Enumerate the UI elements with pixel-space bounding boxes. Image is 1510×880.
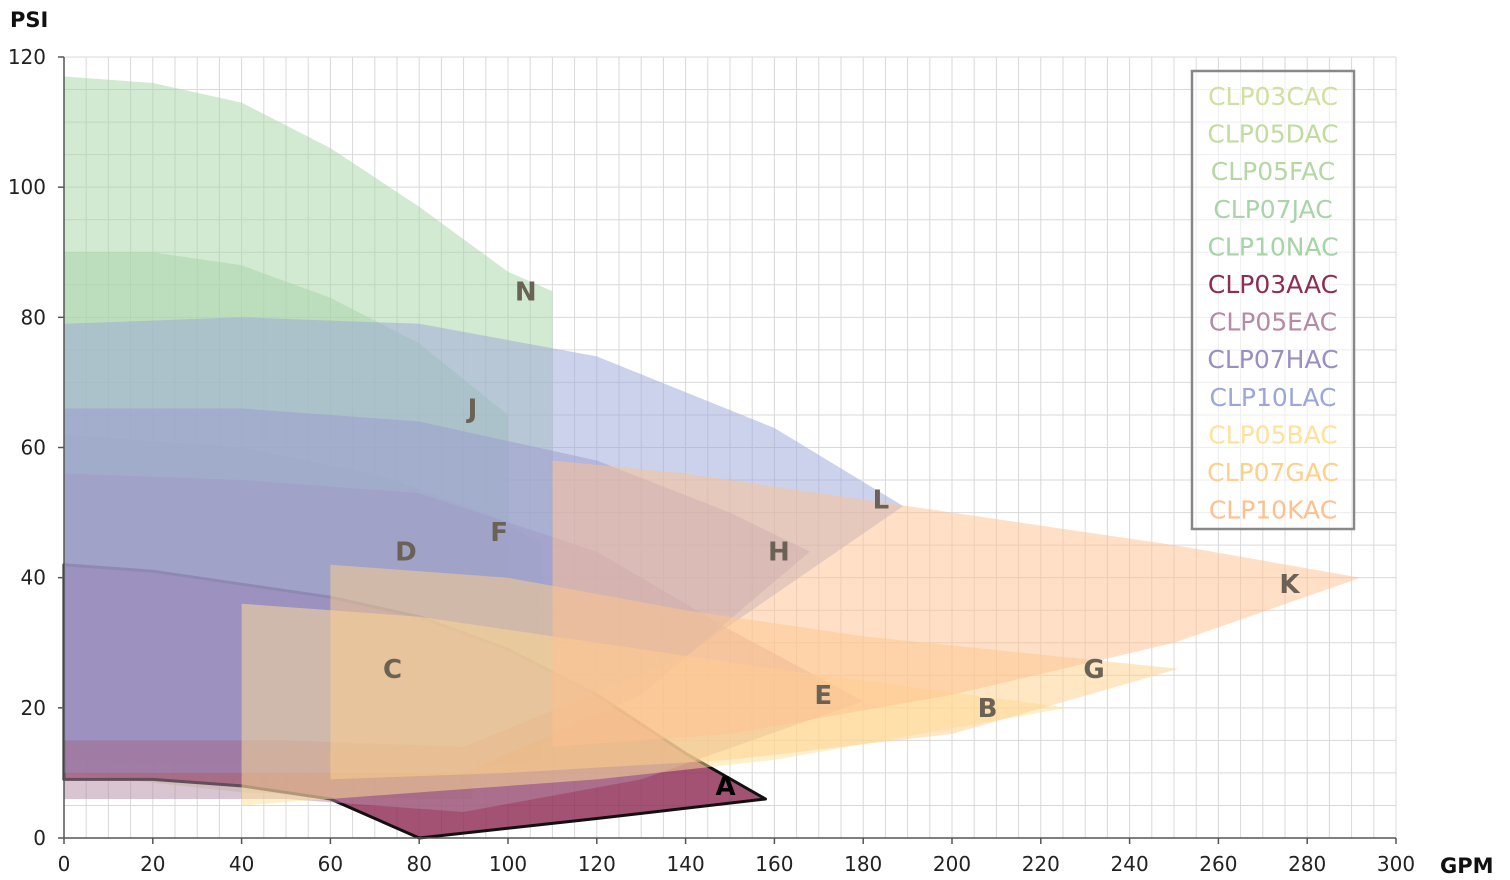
legend-item: CLP10NAC (1207, 232, 1338, 261)
region-label-d: D (395, 538, 417, 568)
region-label-a: A (715, 772, 735, 802)
y-tick-label: 120 (8, 45, 46, 69)
legend-item: CLP07GAC (1207, 458, 1339, 487)
x-tick-label: 40 (229, 852, 254, 876)
region-label-n: N (515, 277, 537, 307)
y-tick-label: 80 (21, 305, 46, 329)
region-label-h: H (768, 538, 790, 568)
legend-item: CLP07JAC (1213, 195, 1332, 224)
region-clp10kac (552, 460, 1361, 747)
legend-item: CLP07HAC (1207, 345, 1338, 374)
region-label-l: L (873, 486, 890, 516)
performance-regions (62, 76, 1361, 840)
x-tick-label: 100 (489, 852, 527, 876)
x-tick-label: 160 (755, 852, 793, 876)
region-labels: C D F J N A E H L B G K (383, 277, 1300, 802)
y-tick-label: 40 (21, 566, 46, 590)
legend-item: CLP03AAC (1208, 270, 1338, 299)
legend-item: CLP05FAC (1211, 157, 1335, 186)
legend: CLP03CAC CLP05DAC CLP05FAC CLP07JAC CLP10NAC… (1190, 69, 1356, 531)
legend-item: CLP05EAC (1209, 308, 1337, 337)
region-label-k: K (1279, 570, 1300, 600)
x-tick-label: 80 (406, 852, 431, 876)
x-tick-label: 260 (1199, 852, 1237, 876)
region-label-g: G (1083, 655, 1104, 685)
x-tick-label: 180 (844, 852, 882, 876)
x-tick-label: 220 (1022, 852, 1060, 876)
legend-item: CLP05DAC (1207, 120, 1338, 149)
x-tick-label: 20 (140, 852, 165, 876)
x-tick-label: 0 (58, 852, 71, 876)
region-label-c: C (383, 655, 402, 685)
legend-item: CLP05BAC (1208, 420, 1338, 449)
x-tick-label: 200 (933, 852, 971, 876)
legend-box (1190, 69, 1356, 531)
legend-item: CLP10KAC (1209, 496, 1337, 525)
x-tick-label: 240 (1111, 852, 1149, 876)
x-tick-label: 60 (318, 852, 343, 876)
region-label-e: E (814, 681, 832, 711)
region-label-b: B (978, 694, 998, 724)
chart-axes: 0 20 40 60 80 100 120 140 160 180 200 220 240 260 280 3… (8, 45, 1415, 876)
x-tick-label: 280 (1288, 852, 1326, 876)
y-tick-label: 20 (21, 696, 46, 720)
x-tick-label: 300 (1377, 852, 1415, 876)
x-tick-label: 140 (667, 852, 705, 876)
legend-item: CLP03CAC (1208, 82, 1338, 111)
x-axis-title: GPM (1440, 854, 1494, 878)
y-axis-title: PSI (10, 8, 48, 32)
region-label-j: J (466, 394, 478, 424)
x-tick-label: 120 (578, 852, 616, 876)
y-tick-label: 100 (8, 175, 46, 199)
legend-item: CLP10LAC (1210, 383, 1337, 412)
y-tick-label: 60 (21, 436, 46, 460)
region-label-f: F (490, 518, 508, 548)
y-tick-label: 0 (33, 826, 46, 850)
